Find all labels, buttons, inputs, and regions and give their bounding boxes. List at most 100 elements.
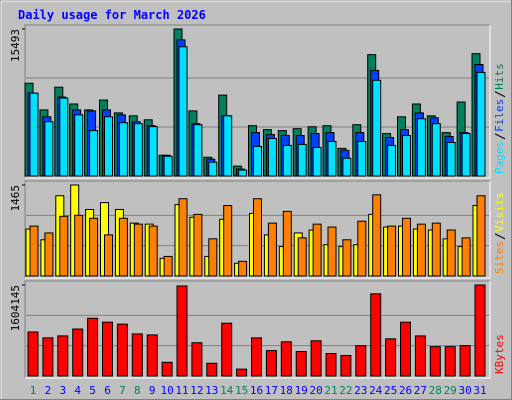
bar [342,157,352,177]
x-tick-label: 17 [265,384,278,397]
bar [133,223,143,277]
x-tick-label: 11 [175,384,188,397]
bar [297,237,307,277]
bar [178,198,188,277]
x-tick-label: 8 [134,384,141,397]
bar [208,161,218,177]
bar [238,169,248,177]
x-tick-label: 10 [160,384,173,397]
plot-bevel [24,180,490,278]
bar [370,293,382,377]
bar [312,146,322,177]
plot-bevel [25,281,491,379]
bar [385,338,397,377]
bar [238,260,248,277]
bar [208,238,218,277]
x-tick-label: 7 [119,384,126,397]
legend-label: Visits [493,192,506,232]
bar [42,337,54,377]
bar [193,124,203,177]
x-tick-label: 30 [458,384,471,397]
bar [444,346,456,377]
bar [461,133,471,177]
bar [89,130,99,177]
bar [327,226,337,277]
x-tick-label: 26 [399,384,412,397]
bar [295,351,307,377]
x-tick-label: 6 [104,384,111,397]
bar [178,46,188,177]
y-tick-label: 1465 [9,185,22,212]
x-tick-label: 1 [30,384,37,397]
bar [223,205,233,277]
legend-label: Pages [493,141,506,174]
bar [446,229,456,277]
bar [340,354,352,377]
bar [387,225,397,277]
bar [163,255,173,277]
bar [357,220,367,277]
x-tick-label: 12 [190,384,203,397]
bar [104,234,113,277]
bar [193,213,203,277]
bar [282,144,292,177]
bar [312,223,322,277]
legend-label: Hits [493,63,506,90]
x-tick-label: 27 [414,384,427,397]
legend-separator [494,91,506,98]
bar [87,317,99,377]
bar [474,284,486,377]
x-tick-label: 14 [220,384,234,397]
x-tick-label: 9 [149,384,156,397]
bar [148,126,158,177]
bar [372,194,382,277]
legend-label: Files [493,99,506,132]
bar [357,140,367,177]
bar [416,118,426,177]
bar [400,321,411,377]
chart-title: Daily usage for March 2026 [18,8,206,22]
bar [355,345,367,377]
bar [44,232,54,277]
bar [342,239,352,277]
plot-bevel [24,280,490,378]
bar [253,198,262,277]
bar [476,71,486,177]
bar [118,122,128,177]
x-tick-label: 4 [74,384,81,397]
bar [431,222,441,277]
bar [461,237,471,277]
bar [446,141,456,177]
legend-separator [494,233,506,240]
bar [206,362,218,377]
bar [148,225,158,277]
bar [104,116,113,177]
x-tick-label: 3 [59,384,66,397]
bar [191,342,203,377]
x-tick-label: 25 [384,384,397,397]
bar [253,145,262,177]
bar [163,155,173,177]
bar [280,341,292,377]
bar [297,143,307,177]
x-tick-label: 15 [235,384,248,397]
x-tick-label: 29 [444,384,457,397]
bar [29,225,39,277]
bar [57,335,69,377]
bar [146,334,158,377]
bar [29,92,39,177]
bar [429,346,441,377]
bar [161,361,173,377]
bar [459,345,471,377]
x-tick-label: 16 [250,384,263,397]
plot-bevel [25,25,491,179]
bar [372,79,382,177]
x-tick-label: 31 [473,384,486,397]
bar [325,352,337,377]
bar [387,144,397,177]
x-tick-label: 2 [45,384,52,397]
y-tick-label: 1604145 [9,285,22,331]
bar [327,140,337,177]
bar [74,114,84,177]
bar [236,368,248,377]
